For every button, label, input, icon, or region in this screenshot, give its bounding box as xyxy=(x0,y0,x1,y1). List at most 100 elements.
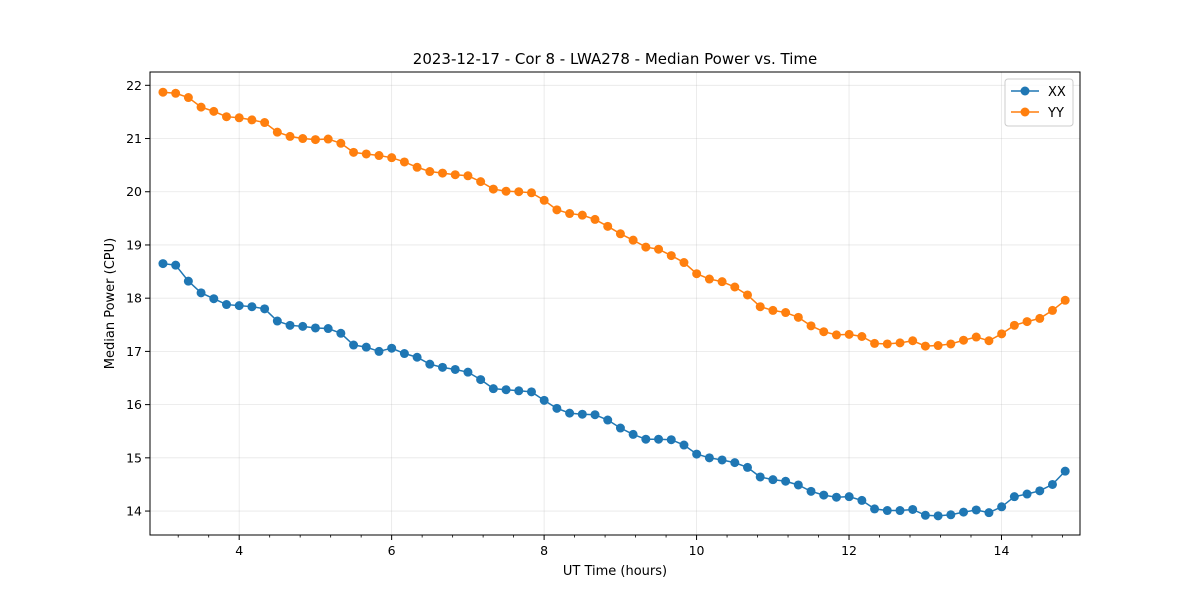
y-tick-label: 15 xyxy=(126,450,142,465)
data-point-yy xyxy=(552,205,562,215)
data-point-yy xyxy=(971,332,981,342)
data-point-yy xyxy=(285,131,295,141)
data-point-xx xyxy=(260,304,270,314)
data-point-xx xyxy=(412,352,422,362)
x-tick-label: 4 xyxy=(235,543,243,558)
data-point-xx xyxy=(946,510,956,520)
data-point-xx xyxy=(247,302,257,312)
data-point-xx xyxy=(565,408,575,418)
data-point-yy xyxy=(946,339,956,349)
y-axis-label: Median Power (CPU) xyxy=(103,238,118,369)
data-point-yy xyxy=(704,274,714,284)
data-point-yy xyxy=(412,162,422,172)
data-point-xx xyxy=(298,321,308,331)
data-point-yy xyxy=(526,188,536,198)
data-point-yy xyxy=(565,209,575,219)
data-point-yy xyxy=(336,138,346,148)
data-point-xx xyxy=(743,462,752,472)
data-point-xx xyxy=(323,324,333,334)
data-point-xx xyxy=(997,502,1007,512)
data-point-yy xyxy=(933,341,943,351)
data-point-xx xyxy=(920,510,930,520)
data-point-xx xyxy=(590,410,600,420)
data-point-yy xyxy=(641,242,651,252)
data-point-xx xyxy=(959,507,969,517)
series-layer xyxy=(158,87,1070,521)
y-tick-label: 21 xyxy=(126,131,142,146)
data-point-yy xyxy=(857,332,867,341)
data-point-xx xyxy=(1047,479,1057,489)
data-point-yy xyxy=(781,308,791,318)
data-point-yy xyxy=(1047,305,1057,315)
data-point-xx xyxy=(819,490,829,500)
data-point-yy xyxy=(374,151,384,161)
data-point-yy xyxy=(997,329,1007,339)
data-point-xx xyxy=(526,387,536,397)
data-point-yy xyxy=(260,118,270,128)
data-point-yy xyxy=(743,290,752,300)
data-point-xx xyxy=(234,301,244,311)
data-point-xx xyxy=(552,403,562,413)
data-point-xx xyxy=(361,342,371,352)
data-point-xx xyxy=(463,367,473,377)
data-point-yy xyxy=(234,113,244,123)
data-point-yy xyxy=(666,251,676,261)
data-point-xx xyxy=(882,506,892,516)
data-point-yy xyxy=(679,258,689,268)
data-point-xx xyxy=(857,495,867,505)
data-point-yy xyxy=(361,149,371,159)
y-tick-label: 18 xyxy=(126,291,142,306)
data-point-xx xyxy=(755,472,765,482)
data-point-yy xyxy=(183,93,193,103)
legend-marker-xx xyxy=(1020,86,1030,96)
data-point-xx xyxy=(730,458,740,468)
data-point-yy xyxy=(1009,320,1019,330)
data-point-yy xyxy=(539,195,549,205)
data-point-xx xyxy=(679,440,689,450)
data-point-yy xyxy=(272,127,282,137)
data-point-xx xyxy=(895,506,905,516)
data-point-xx xyxy=(933,511,943,521)
data-point-yy xyxy=(730,282,740,292)
data-point-yy xyxy=(882,339,892,349)
data-point-xx xyxy=(183,276,193,286)
data-point-xx xyxy=(641,434,651,444)
data-point-yy xyxy=(793,312,803,322)
legend-label-yy: YY xyxy=(1047,106,1064,121)
x-tick-label: 10 xyxy=(689,543,705,558)
data-point-xx xyxy=(349,340,359,350)
data-point-yy xyxy=(399,157,409,167)
data-point-xx xyxy=(272,316,282,326)
data-point-xx xyxy=(704,453,714,463)
legend-label-xx: XX xyxy=(1048,85,1066,100)
data-point-xx xyxy=(158,259,168,269)
data-point-yy xyxy=(577,210,587,220)
data-point-xx xyxy=(908,504,918,514)
data-point-yy xyxy=(209,106,219,116)
y-tick-label: 16 xyxy=(126,397,142,412)
data-point-yy xyxy=(158,87,168,97)
data-point-xx xyxy=(781,476,791,486)
data-point-xx xyxy=(438,362,448,372)
axis-ticks: 4 6 8 10 12 14 14 15 16 17 18 19 20 21 22 xyxy=(126,78,1063,558)
data-point-yy xyxy=(298,134,308,144)
data-point-xx xyxy=(577,409,587,419)
y-tick-label: 22 xyxy=(126,78,142,93)
data-point-yy xyxy=(349,147,359,157)
data-point-yy xyxy=(476,177,486,187)
data-point-xx xyxy=(501,385,511,395)
data-point-yy xyxy=(387,153,397,163)
plot-frame xyxy=(149,71,1081,536)
data-point-yy xyxy=(806,321,816,331)
y-tick-label: 17 xyxy=(126,344,142,359)
data-point-xx xyxy=(831,492,841,502)
x-tick-label: 14 xyxy=(994,543,1010,558)
data-point-xx xyxy=(209,294,219,304)
data-point-xx xyxy=(654,434,664,444)
data-point-xx xyxy=(870,504,880,514)
data-point-xx xyxy=(222,300,231,310)
data-point-yy xyxy=(171,88,181,98)
legend: XX YY xyxy=(1004,78,1074,127)
x-tick-label: 8 xyxy=(540,543,548,558)
data-point-yy xyxy=(628,235,638,245)
